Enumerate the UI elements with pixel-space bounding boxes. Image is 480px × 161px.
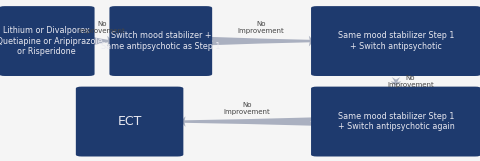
FancyBboxPatch shape [311, 87, 480, 156]
Text: No
Improvement: No Improvement [79, 21, 125, 34]
Text: ECT: ECT [118, 115, 142, 128]
Text: No
Improvement: No Improvement [223, 102, 270, 115]
Text: No
Improvement: No Improvement [238, 21, 285, 34]
FancyBboxPatch shape [0, 6, 95, 76]
FancyBboxPatch shape [109, 6, 212, 76]
Text: Same mood stabilizer Step 1
+ Switch antipsychotic: Same mood stabilizer Step 1 + Switch ant… [338, 31, 454, 51]
Text: Lithium or Divalporex
+Quetiapine or Aripiprazole
or Risperidone: Lithium or Divalporex +Quetiapine or Ari… [0, 26, 103, 56]
Text: Same mood stabilizer Step 1
+ Switch antipsychotic again: Same mood stabilizer Step 1 + Switch ant… [337, 112, 455, 131]
FancyBboxPatch shape [311, 6, 480, 76]
Text: No
Improvement: No Improvement [387, 75, 434, 88]
FancyBboxPatch shape [76, 87, 183, 156]
Text: Switch mood stabilizer +
Same antipsychotic as Step 1: Switch mood stabilizer + Same antipsycho… [101, 31, 220, 51]
